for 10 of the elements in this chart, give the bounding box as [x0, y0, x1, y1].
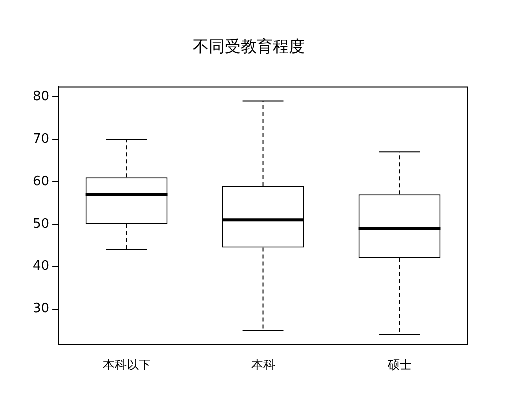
y-tick-label: 80 [32, 89, 50, 104]
y-tick-label: 50 [32, 216, 50, 232]
chart-title: 不同受教育程度 [193, 36, 305, 56]
y-tick-label: 60 [32, 174, 50, 190]
x-tick-label: 硕士 [386, 358, 412, 372]
x-tick-label: 本科以下 [102, 358, 151, 372]
y-tick-label: 70 [32, 132, 50, 147]
y-tick-label: 30 [32, 302, 50, 317]
y-tick-label: 40 [32, 259, 50, 274]
x-tick-label: 本科 [251, 358, 276, 372]
